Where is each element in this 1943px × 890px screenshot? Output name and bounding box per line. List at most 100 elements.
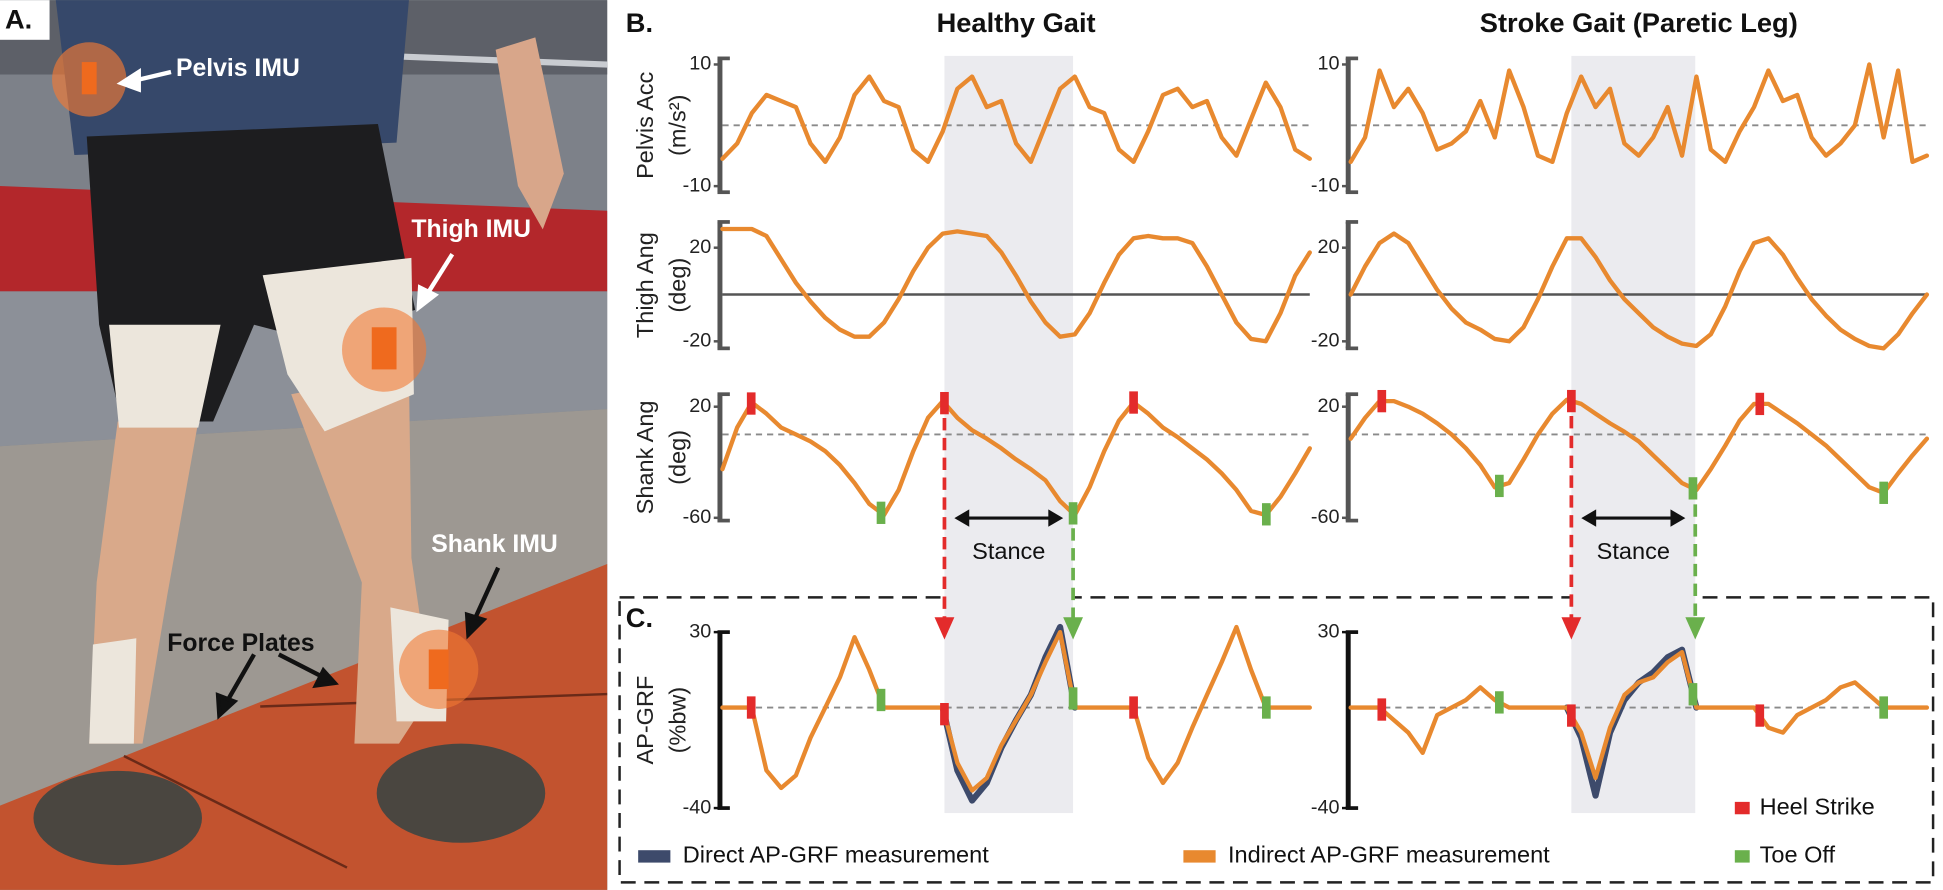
heel-strike-marker [1755, 704, 1765, 727]
series-line [1348, 231, 1930, 351]
heel-strike-marker [940, 703, 949, 726]
arrowhead [1685, 617, 1706, 640]
thigh-imu-sensor [371, 327, 397, 370]
series-line [720, 624, 1312, 793]
y-axis-label: AP-GRF [632, 676, 658, 765]
heel-strike-marker [1567, 389, 1576, 413]
y-tick-label: -60 [1311, 506, 1340, 528]
heel-strike-marker [746, 392, 756, 415]
y-tick-label: 20 [689, 236, 711, 258]
series-line [1348, 650, 1930, 781]
arrowhead [312, 666, 339, 689]
stance-band [944, 55, 1074, 814]
arrow [223, 653, 256, 706]
column-title: Healthy Gait [937, 7, 1096, 38]
arrowhead [215, 692, 239, 720]
toe-off-marker [1068, 687, 1078, 710]
series-line [1348, 62, 1930, 165]
arrowhead [1561, 617, 1582, 640]
heel-strike-marker [1129, 391, 1138, 414]
stance-label: Stance [1597, 538, 1670, 564]
y-tick-label: -20 [1311, 330, 1340, 352]
toe-off-marker [1495, 691, 1504, 714]
y-axis-label: Pelvis Acc [632, 71, 658, 178]
y-axis-label: (%bw) [664, 687, 690, 754]
legend-label: Heel Strike [1760, 793, 1875, 819]
photo-arrows-dark [215, 566, 501, 720]
panel-label: C. [626, 602, 653, 633]
heel-strike-marker [746, 696, 756, 719]
arrowhead [1581, 509, 1597, 527]
column-title: Stroke Gait (Paretic Leg) [1480, 7, 1798, 38]
arrowhead [954, 509, 970, 527]
y-tick-label: -20 [683, 330, 712, 352]
y-axis-label: (deg) [664, 430, 690, 485]
panel-c-frame [618, 596, 1935, 884]
arrow [471, 566, 501, 624]
toe-off-marker [1879, 696, 1889, 719]
legend-label: Toe Off [1760, 842, 1836, 868]
heel-strike-marker [1377, 698, 1387, 721]
legend-swatch [1734, 850, 1750, 863]
y-axis-label: (deg) [664, 258, 690, 313]
panel-label-box [0, 0, 50, 40]
heel-strike-marker [1567, 704, 1576, 727]
series-line [720, 398, 1312, 518]
y-tick-label: 10 [689, 53, 711, 75]
charts: Healthy Gait Pelvis Acc (m/s²) 10 -10 Stroke … [632, 7, 1930, 868]
y-tick-label: 30 [1317, 620, 1339, 642]
toe-off-marker [1261, 696, 1271, 719]
toe-off-marker [1879, 481, 1889, 504]
toe-off-marker [1688, 477, 1698, 500]
toe-off-marker [1495, 474, 1504, 498]
arrowhead [934, 617, 955, 640]
shirt [55, 0, 409, 156]
y-tick-label: -40 [683, 796, 712, 818]
y-tick-label: 20 [689, 395, 711, 417]
heel-strike-marker [1129, 696, 1138, 719]
heel-strike-marker [940, 391, 949, 415]
panel-label: B. [626, 7, 653, 38]
toe-off-marker [876, 501, 886, 524]
arrowhead [464, 611, 488, 640]
y-tick-label: -10 [1311, 174, 1340, 196]
arrowhead [416, 284, 440, 313]
pelvis-imu-sensor [81, 62, 97, 95]
legend-label: Direct AP-GRF measurement [683, 842, 989, 868]
plate-seam [123, 754, 348, 869]
series-line [720, 74, 1312, 165]
photo-label: Shank IMU [431, 531, 558, 558]
photo-label: Pelvis IMU [176, 55, 300, 82]
series-line [1348, 397, 1930, 496]
left-shoe [33, 770, 202, 866]
photo: Pelvis IMU Thigh IMU Shank IMU Force Pla… [0, 0, 608, 890]
arrowhead [1048, 509, 1064, 527]
heel-strike-marker [1377, 389, 1387, 413]
y-axis-label: (m/s²) [664, 95, 690, 156]
heel-strike-marker [1755, 392, 1765, 416]
legend-label: Indirect AP-GRF measurement [1228, 842, 1550, 868]
series-line [720, 226, 1312, 344]
toe-off-marker [1068, 502, 1078, 525]
arm [495, 37, 564, 230]
photo-label: Thigh IMU [411, 216, 531, 243]
y-tick-label: 20 [1317, 236, 1339, 258]
y-tick-label: -40 [1311, 796, 1340, 818]
arrow [277, 652, 326, 680]
arrowhead [1670, 509, 1686, 527]
y-tick-label: 20 [1317, 395, 1339, 417]
y-axis-label: Shank Ang [632, 400, 658, 514]
legend-swatch [1183, 850, 1216, 863]
y-axis-label: Thigh Ang [632, 232, 658, 338]
legend-swatch [638, 850, 671, 863]
right-shoe [376, 743, 546, 843]
y-tick-label: -10 [683, 174, 712, 196]
left-thigh-tape [109, 324, 221, 428]
toe-off-marker [876, 688, 886, 712]
panel-label: A. [5, 3, 32, 34]
y-tick-label: -60 [683, 506, 712, 528]
y-tick-label: 30 [689, 620, 711, 642]
arrowhead [116, 68, 141, 93]
